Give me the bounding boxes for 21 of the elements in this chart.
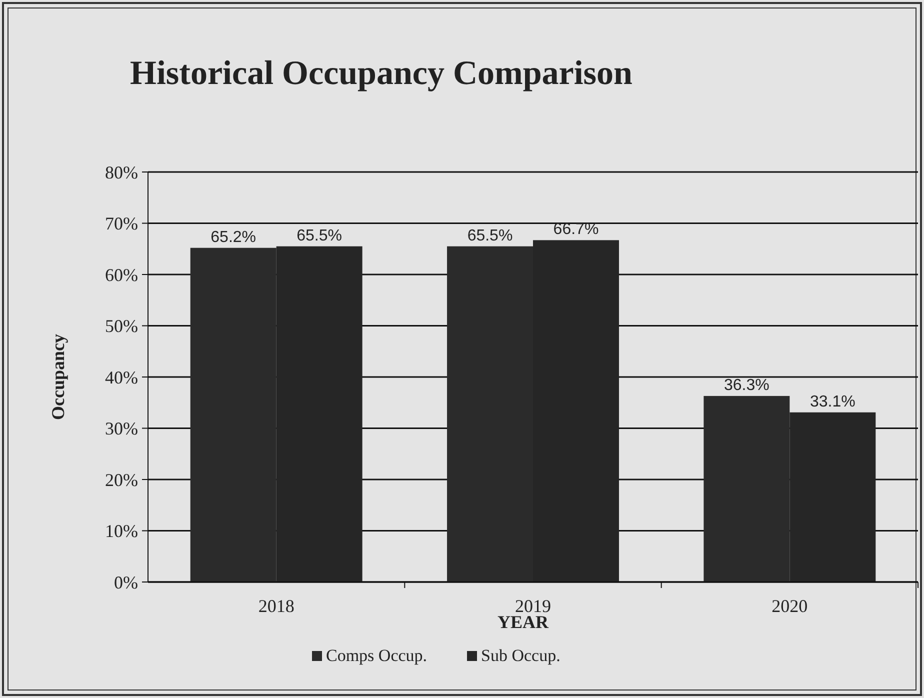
y-tick-label: 80% xyxy=(105,162,138,182)
x-tick-label: 2020 xyxy=(772,596,808,616)
chart-title: Historical Occupancy Comparison xyxy=(130,55,633,92)
y-tick-label: 30% xyxy=(105,418,138,439)
legend-label: Comps Occup. xyxy=(326,646,428,665)
data-label: 36.3% xyxy=(724,376,770,394)
x-tick-label: 2018 xyxy=(258,596,294,616)
y-axis-title: Occupancy xyxy=(48,334,68,420)
y-tick-label: 10% xyxy=(105,521,138,542)
legend-label: Sub Occup. xyxy=(481,646,560,665)
data-label: 65.5% xyxy=(296,227,342,244)
data-label: 66.7% xyxy=(553,221,599,238)
y-tick-label: 50% xyxy=(105,316,138,336)
y-tick-label: 60% xyxy=(105,264,138,285)
data-label: 65.2% xyxy=(210,228,256,246)
data-label: 33.1% xyxy=(810,393,856,410)
y-tick-label: 70% xyxy=(105,214,138,234)
y-tick-label: 40% xyxy=(105,367,138,388)
data-label: 65.5% xyxy=(467,227,513,244)
y-tick-label: 0% xyxy=(114,572,138,592)
y-tick-label: 20% xyxy=(105,470,138,490)
